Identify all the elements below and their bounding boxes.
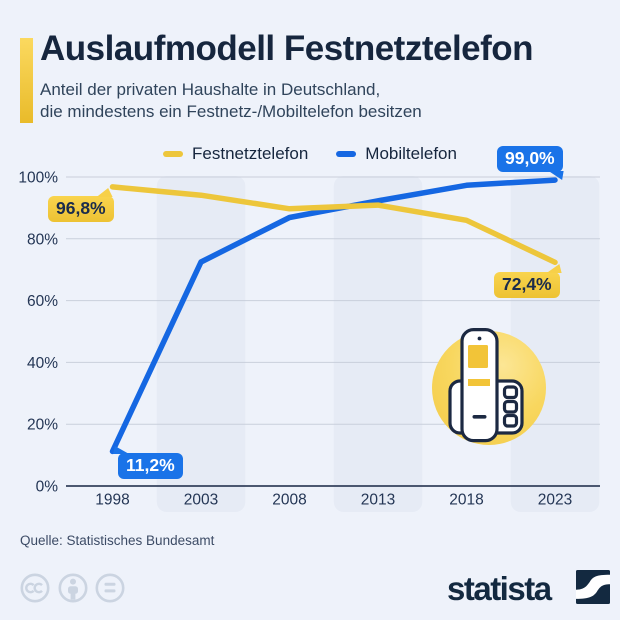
- y-tick-100: 100%: [18, 170, 58, 187]
- mobil-start-value: 11,2%: [126, 455, 175, 475]
- mobil-legend-label: Mobiltelefon: [365, 144, 457, 163]
- cc-letter-c-right: [33, 582, 43, 594]
- phone-base-button-3: [502, 413, 519, 428]
- phone-key-bar: [468, 379, 490, 386]
- equals-bar-top: [104, 582, 116, 586]
- no-derivatives-equals-icon[interactable]: [95, 573, 125, 603]
- y-tick-80: 80%: [27, 231, 58, 248]
- mobil-end-value-badge: 99,0%: [497, 146, 564, 180]
- mobil-end-value: 99,0%: [505, 148, 555, 168]
- mobil-legend-marker-icon: [336, 151, 357, 157]
- festnetz-legend-marker-icon: [163, 151, 184, 157]
- subtitle-line-1: Anteil der privaten Haushalte in Deutsch…: [40, 80, 381, 99]
- phone-speaker-dot: [477, 336, 482, 341]
- band-2003: [156, 176, 246, 512]
- festnetz-start-value-badge: 96,8%: [48, 188, 114, 222]
- badge-pointer: [113, 446, 129, 454]
- cordless-phone-icon: [448, 328, 524, 443]
- column-bands: [156, 176, 600, 512]
- cc-icon[interactable]: [20, 573, 50, 603]
- statista-swoosh-icon[interactable]: [576, 570, 610, 604]
- chart-legend: Festnetztelefon Mobiltelefon: [163, 144, 457, 164]
- mobil-start-value-badge: 11,2%: [113, 446, 183, 479]
- x-axis-labels: 1998 2003 2008 2013 2018 2023: [95, 492, 572, 509]
- y-tick-40: 40%: [27, 355, 58, 372]
- cc-license-icons[interactable]: [18, 571, 128, 605]
- person-head: [70, 578, 76, 585]
- festnetz-end-value: 72,4%: [502, 274, 552, 294]
- badge-pointer: [96, 188, 113, 197]
- festnetztelefon-line: [109, 184, 558, 266]
- badge-pointer: [546, 264, 562, 273]
- x-tick-2008: 2008: [272, 492, 306, 509]
- y-tick-60: 60%: [27, 293, 58, 310]
- phone-base-button-1: [502, 385, 519, 400]
- x-tick-2018: 2018: [449, 492, 483, 509]
- phone-screen: [468, 345, 488, 368]
- y-tick-20: 20%: [27, 417, 58, 434]
- statista-logo-text[interactable]: statista: [447, 570, 552, 607]
- band-2013: [333, 176, 423, 512]
- badge-pointer: [548, 171, 564, 180]
- person-torso: [68, 586, 78, 594]
- title-accent-bar: [20, 38, 33, 123]
- x-tick-1998: 1998: [95, 492, 129, 509]
- y-axis-labels: 0% 20% 40% 60% 80% 100%: [18, 170, 58, 496]
- source-credit: Quelle: Statistisches Bundesamt: [20, 533, 215, 548]
- festnetz-end-value-badge: 72,4%: [494, 264, 562, 298]
- y-tick-0: 0%: [36, 479, 59, 496]
- attribution-person-icon[interactable]: [58, 573, 88, 603]
- page-title: Auslaufmodell Festnetztelefon: [40, 29, 534, 68]
- x-tick-2003: 2003: [184, 492, 218, 509]
- cc-letter-c-left: [25, 582, 35, 594]
- subtitle: Anteil der privaten Haushalte in Deutsch…: [40, 79, 422, 123]
- logo-swoosh: [576, 574, 610, 599]
- x-tick-2023: 2023: [538, 492, 572, 509]
- festnetz-legend-label: Festnetztelefon: [192, 144, 309, 163]
- person-legs: [70, 591, 76, 600]
- band-2023: [510, 176, 600, 512]
- subtitle-line-2: die mindestens ein Festnetz-/Mobiltelefo…: [40, 102, 422, 121]
- festnetz-start-value: 96,8%: [56, 198, 106, 218]
- equals-bar-bottom: [104, 589, 116, 593]
- x-tick-2013: 2013: [361, 492, 395, 509]
- phone-bottom-dash: [472, 415, 487, 419]
- phone-base-button-2: [502, 399, 519, 414]
